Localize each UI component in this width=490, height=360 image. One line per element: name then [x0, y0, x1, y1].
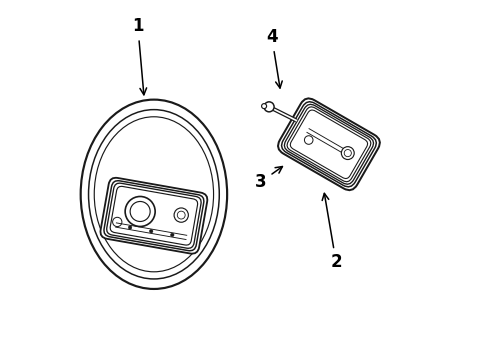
FancyBboxPatch shape: [107, 183, 201, 248]
FancyBboxPatch shape: [110, 186, 197, 245]
FancyBboxPatch shape: [104, 181, 204, 251]
Circle shape: [171, 233, 174, 237]
Circle shape: [344, 149, 351, 157]
FancyBboxPatch shape: [282, 102, 376, 187]
Circle shape: [149, 229, 153, 233]
Circle shape: [128, 226, 132, 229]
Circle shape: [262, 104, 267, 109]
Circle shape: [264, 102, 274, 112]
Text: 3: 3: [255, 167, 282, 191]
Circle shape: [113, 217, 122, 226]
FancyBboxPatch shape: [284, 104, 373, 184]
FancyBboxPatch shape: [278, 98, 380, 190]
Circle shape: [130, 202, 150, 221]
FancyBboxPatch shape: [100, 178, 207, 254]
Ellipse shape: [81, 100, 227, 289]
Text: 2: 2: [322, 193, 342, 271]
FancyBboxPatch shape: [287, 107, 371, 182]
Circle shape: [342, 147, 354, 159]
Circle shape: [125, 197, 155, 226]
FancyBboxPatch shape: [290, 110, 368, 179]
Circle shape: [174, 208, 188, 222]
Text: 4: 4: [266, 28, 282, 88]
Ellipse shape: [89, 110, 220, 279]
Circle shape: [304, 136, 313, 144]
Circle shape: [177, 211, 185, 219]
Text: 1: 1: [132, 17, 147, 95]
Ellipse shape: [94, 117, 214, 272]
